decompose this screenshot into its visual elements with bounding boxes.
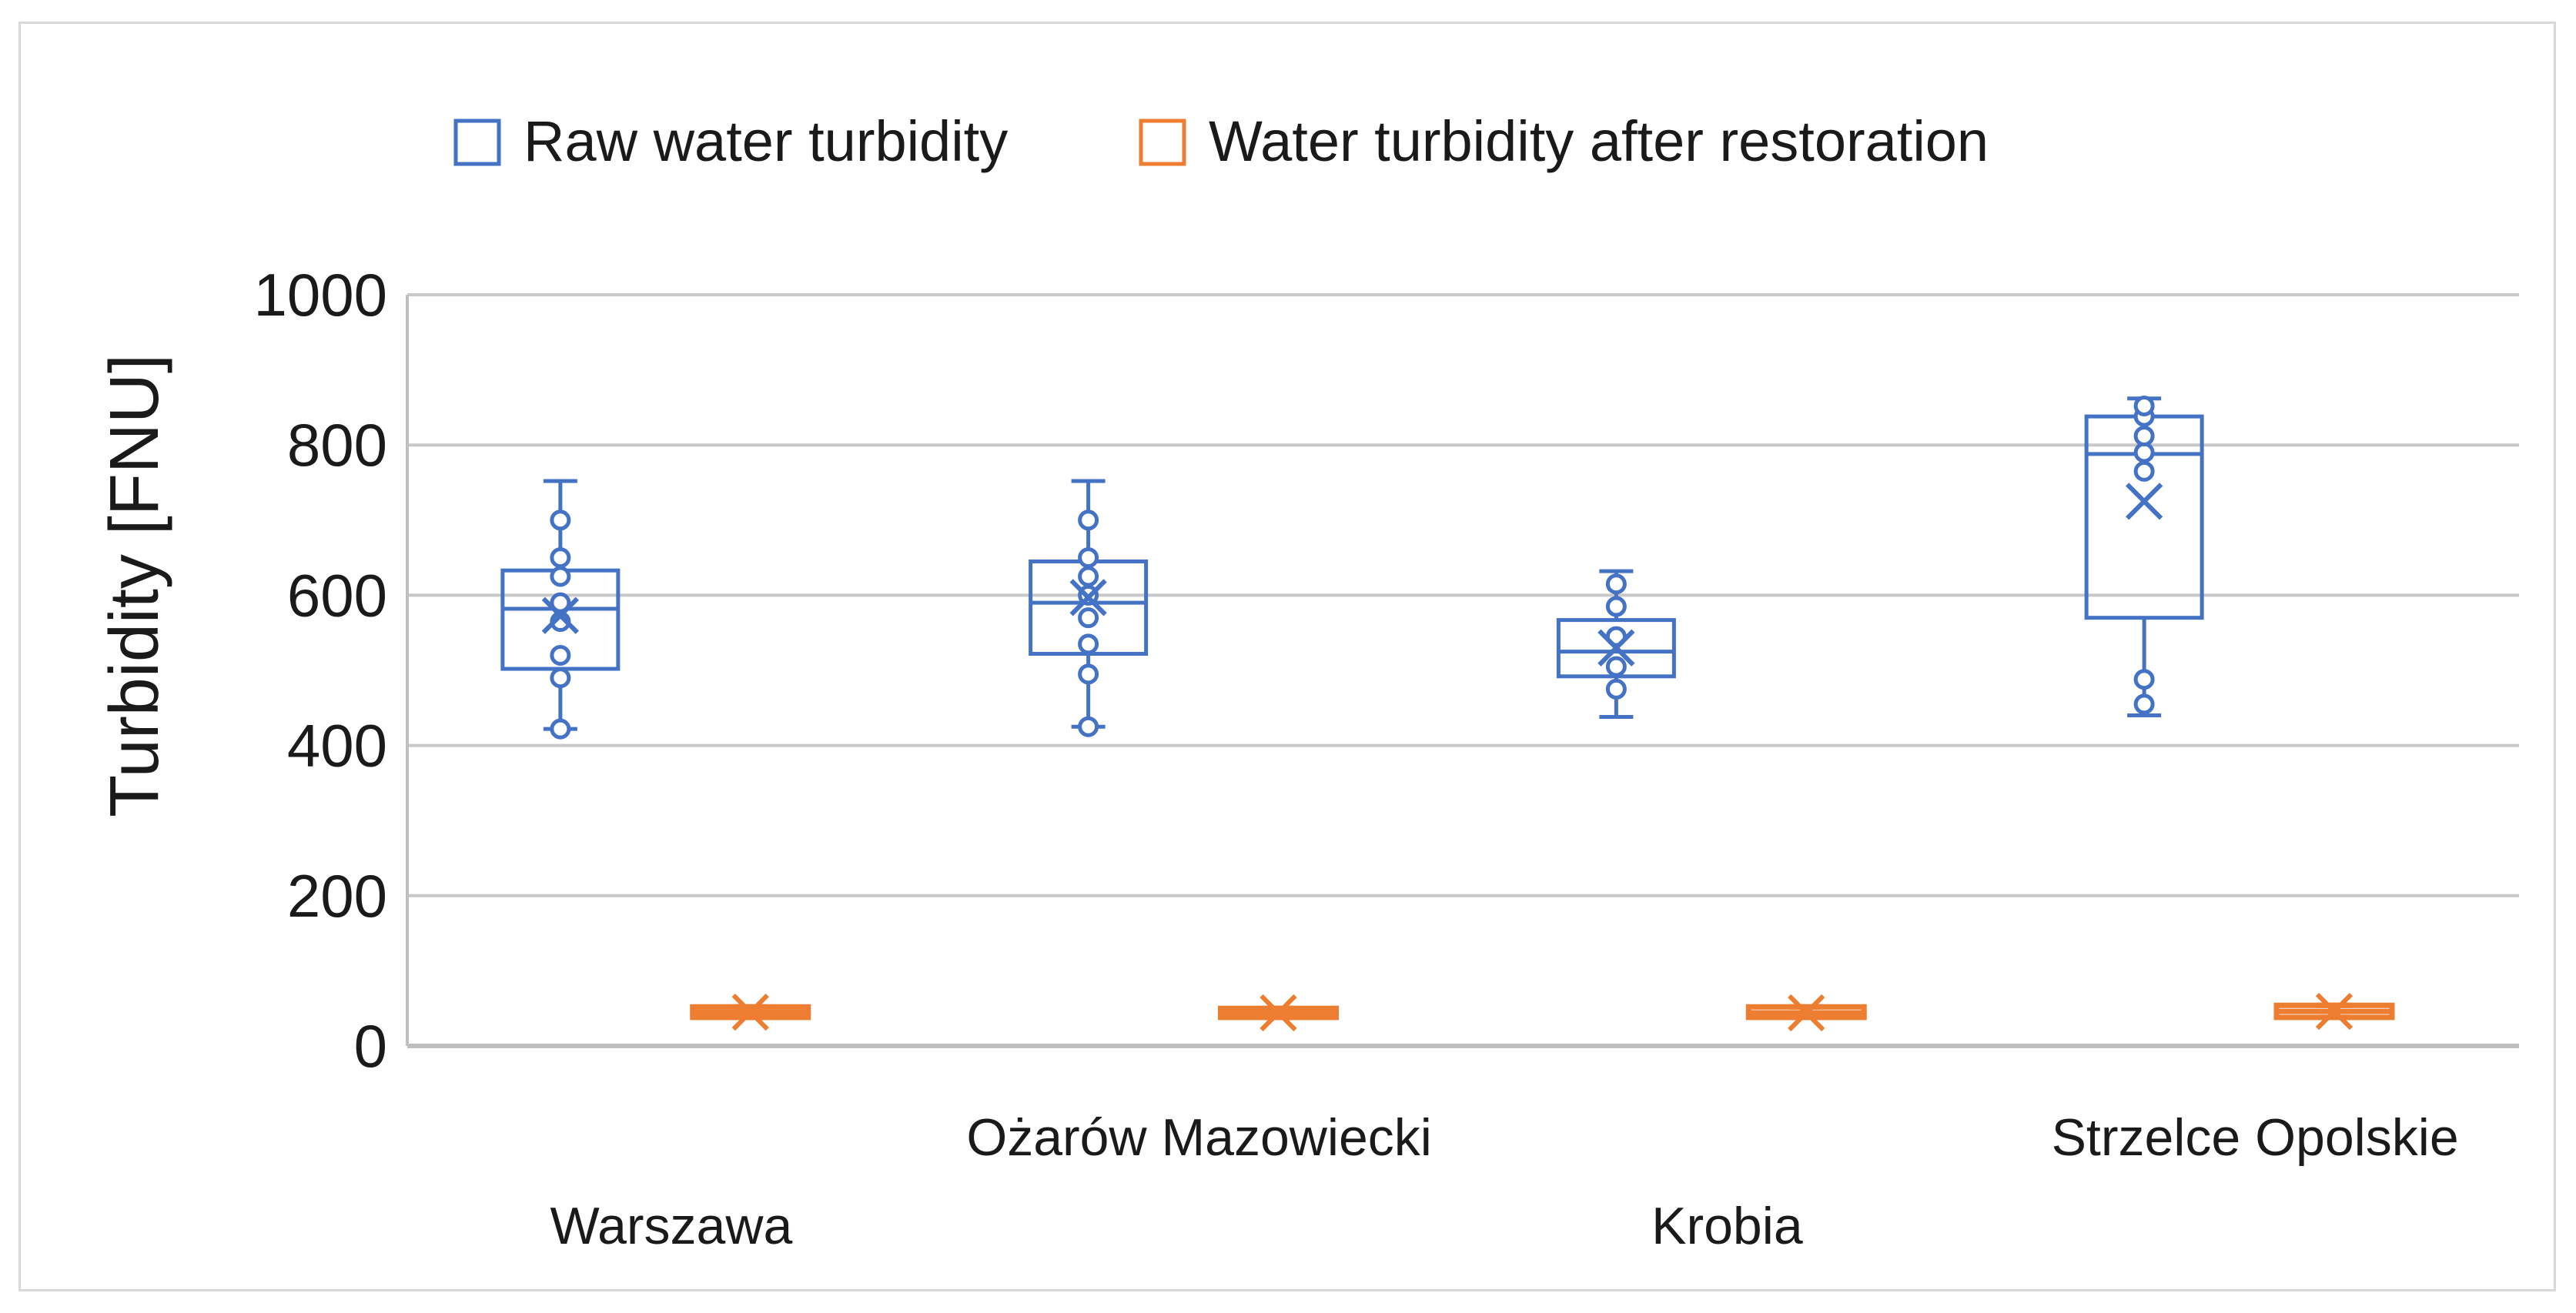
data-point bbox=[2133, 669, 2155, 690]
y-tick-label: 400 bbox=[287, 712, 387, 780]
legend-item-1: Water turbidity after restoration bbox=[1139, 109, 1989, 173]
mean-marker bbox=[2125, 483, 2163, 520]
y-axis-title: Turbidity [FNU] bbox=[96, 354, 173, 817]
y-axis-ticks: 0 200 400 600 800 1000 bbox=[253, 261, 387, 1080]
x-axis-categories: Warszawa Ożarów Mazowiecki Krobia Strzelce … bbox=[550, 1108, 2458, 1255]
box-0-3 bbox=[2084, 395, 2204, 718]
chart-frame: Raw water turbidity Water turbidity after… bbox=[18, 22, 2556, 1291]
data-point bbox=[550, 592, 571, 613]
data-point bbox=[2133, 693, 2155, 715]
data-point bbox=[1078, 566, 1099, 587]
mean-marker bbox=[1069, 579, 1107, 616]
data-point bbox=[2133, 460, 2155, 482]
y-tick-label: 0 bbox=[354, 1012, 387, 1080]
data-point bbox=[550, 566, 571, 587]
gridlines bbox=[406, 293, 2519, 1048]
legend-label: Water turbidity after restoration bbox=[1209, 109, 1989, 173]
data-point bbox=[1605, 656, 1627, 677]
y-tick-label: 1000 bbox=[253, 261, 387, 329]
mean-marker bbox=[731, 993, 769, 1031]
data-point bbox=[1078, 716, 1099, 737]
mean-marker bbox=[1597, 629, 1635, 667]
box-0-1 bbox=[1029, 479, 1149, 737]
data-point bbox=[1605, 573, 1627, 595]
y-tick-label: 200 bbox=[287, 862, 387, 930]
box-1-3 bbox=[2273, 992, 2395, 1031]
data-point bbox=[1078, 547, 1099, 569]
legend-swatch bbox=[453, 119, 501, 166]
mean-marker bbox=[1260, 994, 1297, 1032]
legend-swatch bbox=[1139, 119, 1186, 166]
category-label: Warszawa bbox=[550, 1197, 792, 1255]
data-point bbox=[1078, 509, 1099, 531]
category-label: Ożarów Mazowiecki bbox=[966, 1108, 1432, 1167]
y-tick-label: 600 bbox=[287, 561, 387, 629]
data-point bbox=[550, 718, 571, 740]
y-tick-label: 800 bbox=[287, 411, 387, 479]
data-point bbox=[550, 667, 571, 689]
data-point bbox=[550, 644, 571, 666]
mean-marker bbox=[2315, 992, 2354, 1031]
mean-marker bbox=[541, 596, 579, 634]
box-1-2 bbox=[1745, 994, 1867, 1032]
data-point bbox=[2133, 425, 2155, 446]
data-point bbox=[550, 509, 571, 531]
box-0-0 bbox=[500, 479, 621, 740]
boxes bbox=[500, 395, 2395, 1032]
legend: Raw water turbidity Water turbidity after… bbox=[453, 109, 1989, 173]
box-1-1 bbox=[1217, 994, 1339, 1032]
box-plot-chart: Raw water turbidity Water turbidity after… bbox=[96, 109, 2519, 1255]
data-point bbox=[550, 547, 571, 569]
legend-item-0: Raw water turbidity bbox=[453, 109, 1008, 173]
data-point bbox=[1605, 596, 1627, 617]
data-point bbox=[2133, 442, 2155, 463]
mean-marker bbox=[1788, 994, 1825, 1032]
category-label: Krobia bbox=[1651, 1197, 1803, 1255]
box-1-0 bbox=[690, 993, 811, 1031]
data-point bbox=[1078, 607, 1099, 629]
data-point bbox=[1078, 633, 1099, 655]
data-point bbox=[1078, 663, 1099, 685]
legend-label: Raw water turbidity bbox=[524, 109, 1008, 173]
box-0-2 bbox=[1556, 569, 1676, 720]
data-point bbox=[1605, 678, 1627, 700]
data-point bbox=[2133, 395, 2155, 416]
category-label: Strzelce Opolskie bbox=[2052, 1108, 2459, 1167]
